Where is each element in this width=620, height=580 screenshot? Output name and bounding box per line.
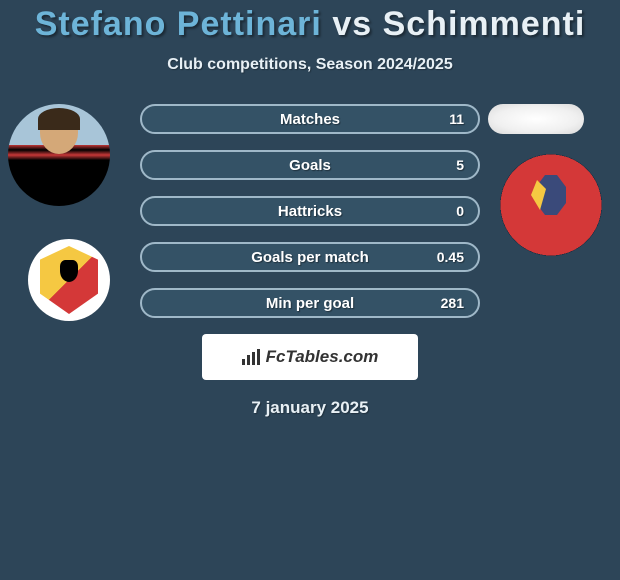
header: Stefano Pettinari vs Schimmenti Club com… [0, 0, 620, 74]
main-content: Matches 11 Goals 5 Hattricks 0 Goals per… [0, 104, 620, 418]
stat-value: 0 [456, 203, 464, 219]
stat-label: Min per goal [266, 295, 354, 312]
brand-text: FcTables.com [266, 347, 379, 367]
club1-shield-icon [40, 246, 98, 314]
stat-label: Goals [289, 157, 331, 174]
player1-avatar [8, 104, 110, 206]
stat-value: 5 [456, 157, 464, 173]
stats-container: Matches 11 Goals 5 Hattricks 0 Goals per… [140, 104, 480, 318]
page-title: Stefano Pettinari vs Schimmenti [35, 5, 586, 44]
stat-value: 281 [441, 295, 464, 311]
stat-row-goals-per-match: Goals per match 0.45 [140, 242, 480, 272]
stat-label: Matches [280, 111, 340, 128]
stat-row-matches: Matches 11 [140, 104, 480, 134]
player1-name: Stefano Pettinari [35, 5, 322, 43]
stat-row-goals: Goals 5 [140, 150, 480, 180]
stat-row-min-per-goal: Min per goal 281 [140, 288, 480, 318]
stat-label: Goals per match [251, 249, 369, 266]
brand-box: FcTables.com [202, 334, 418, 380]
vs-text: vs [332, 5, 372, 43]
stat-value: 0.45 [437, 249, 464, 265]
club2-emblem-icon [526, 175, 576, 235]
stat-value: 11 [449, 111, 464, 127]
stat-label: Hattricks [278, 203, 342, 220]
date-footer: 7 january 2025 [0, 398, 620, 418]
player2-name: Schimmenti [383, 5, 586, 43]
subtitle: Club competitions, Season 2024/2025 [0, 56, 620, 74]
club2-logo [500, 154, 602, 256]
club1-logo [28, 239, 110, 321]
chart-icon [242, 349, 262, 365]
player2-avatar [488, 104, 584, 134]
stat-row-hattricks: Hattricks 0 [140, 196, 480, 226]
